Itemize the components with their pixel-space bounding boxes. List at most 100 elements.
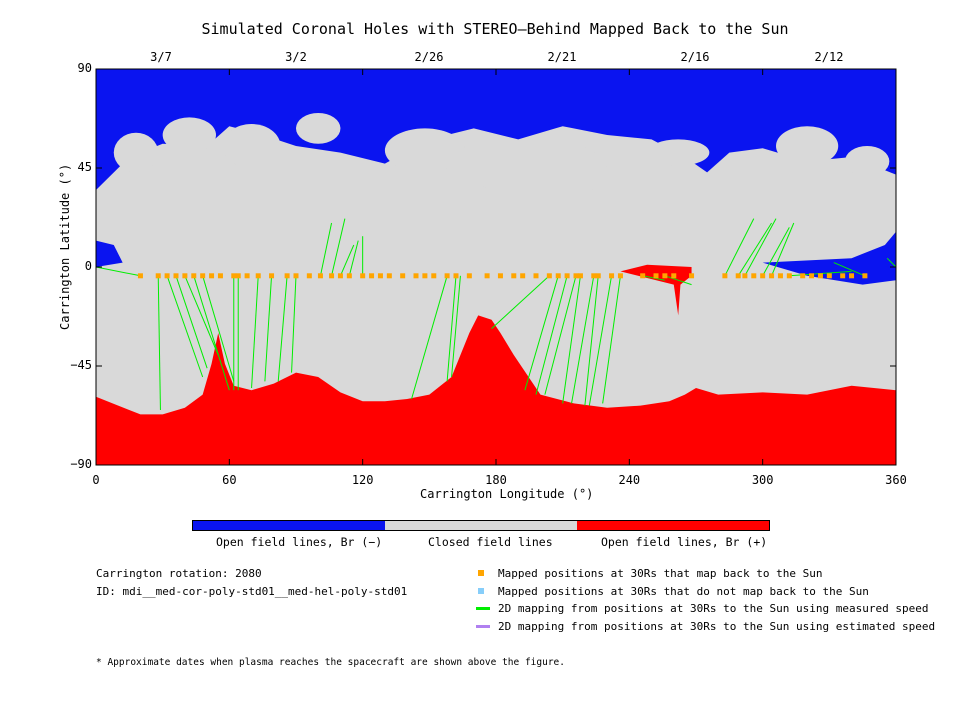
mapping-line-measured xyxy=(602,275,621,404)
mapped-position-point xyxy=(862,273,868,279)
closed-field-patch xyxy=(776,126,839,166)
mapping-line-measured xyxy=(833,262,866,277)
colorbar-label-closed: Closed field lines xyxy=(428,535,553,549)
mapped-position-point xyxy=(422,273,428,279)
mapped-position-point xyxy=(564,273,570,279)
colorbar-positive xyxy=(577,521,769,530)
mapping-line-measured xyxy=(264,275,273,382)
mapping-line-measured xyxy=(184,275,219,356)
legend-label-mapped: Mapped positions at 30Rs that map back t… xyxy=(498,567,823,580)
mapping-line-measured xyxy=(544,275,577,395)
closed-field-patch xyxy=(113,132,159,173)
x-tick-label: 0 xyxy=(92,473,100,487)
y-tick-label: 0 xyxy=(84,259,92,273)
x-tick-label: 240 xyxy=(618,473,641,487)
mapping-line-measured xyxy=(446,275,457,382)
mapped-position-point xyxy=(817,273,823,279)
mapping-line-measured xyxy=(535,275,568,395)
mapped-position-point xyxy=(269,273,275,279)
mapping-line-measured xyxy=(524,275,559,391)
mapped-position-point xyxy=(231,273,237,279)
y-tick-label: −45 xyxy=(70,358,92,372)
carrington-rotation: Carrington rotation: 2080 xyxy=(96,567,262,580)
mapped-position-point xyxy=(840,273,846,279)
mapped-position-point xyxy=(200,273,206,279)
mapped-position-point xyxy=(182,273,188,279)
mapped-position-point xyxy=(284,273,290,279)
y-axis-label: Carrington Latitude (°) xyxy=(58,163,72,330)
mapping-line-measured xyxy=(251,275,259,389)
x-axis-label: Carrington Longitude (°) xyxy=(420,487,594,501)
top-date-label: 2/16 xyxy=(680,50,710,64)
footnote: * Approximate dates when plasma reaches … xyxy=(96,657,565,668)
top-date-label: 2/21 xyxy=(547,50,577,64)
mapping-line-measured xyxy=(193,275,230,391)
colorbar-label-negative: Open field lines, Br (−) xyxy=(216,535,383,549)
mapping-line-measured xyxy=(762,227,790,277)
mapped-position-point xyxy=(809,273,815,279)
mapped-position-point xyxy=(689,273,695,279)
mapped-position-point xyxy=(546,273,552,279)
legend-label-unmapped: Mapped positions at 30Rs that do not map… xyxy=(498,585,869,598)
y-tick-label: 45 xyxy=(77,160,92,174)
mapped-position-point xyxy=(173,273,179,279)
mapped-position-point xyxy=(617,273,623,279)
mapping-line-measured xyxy=(664,275,692,286)
colorbar-label-positive: Open field lines, Br (+) xyxy=(601,535,768,549)
mapped-position-point xyxy=(555,273,561,279)
mapped-position-point xyxy=(444,273,450,279)
mapping-line-measured xyxy=(886,257,897,268)
mapping-line-measured xyxy=(491,275,550,329)
mapping-line-measured xyxy=(744,218,777,277)
negative-open-region-east xyxy=(762,231,896,285)
x-tick-label: 360 xyxy=(885,473,907,487)
closed-field-patch xyxy=(844,146,890,177)
mapped-position-point xyxy=(591,273,597,279)
mapped-position-point xyxy=(800,273,806,279)
mapped-position-point xyxy=(760,273,766,279)
legend-line-measured xyxy=(476,607,490,610)
mapped-position-point xyxy=(155,273,161,279)
legend-swatch-unmapped xyxy=(478,588,484,594)
mapping-line-measured xyxy=(291,275,297,373)
mapping-line-measured xyxy=(202,275,235,382)
mapped-position-point xyxy=(497,273,503,279)
mapped-position-point xyxy=(164,273,170,279)
mapping-line-measured xyxy=(348,240,359,276)
mapped-position-point xyxy=(235,273,241,279)
mapped-position-point xyxy=(413,273,419,279)
mapped-position-point xyxy=(595,273,601,279)
mapped-position-point xyxy=(209,273,215,279)
mapped-position-point xyxy=(466,273,472,279)
mapped-position-point xyxy=(377,273,383,279)
mapped-position-point xyxy=(742,273,748,279)
mapped-position-point xyxy=(640,273,646,279)
mapping-line-measured xyxy=(95,266,141,277)
mapped-position-point xyxy=(511,273,517,279)
mapped-position-point xyxy=(191,273,197,279)
mapped-position-point xyxy=(520,273,526,279)
mapped-position-point xyxy=(751,273,757,279)
mapping-line-measured xyxy=(277,275,288,382)
positive-open-region-south xyxy=(96,315,896,465)
mapped-position-point xyxy=(317,273,323,279)
mapping-line-measured xyxy=(584,275,599,406)
mapped-position-point xyxy=(777,273,783,279)
mapped-position-point xyxy=(369,273,375,279)
mapped-position-point xyxy=(849,273,855,279)
mapped-position-point xyxy=(671,273,677,279)
mapped-position-point xyxy=(453,273,459,279)
mapped-position-point xyxy=(400,273,406,279)
legend-label-measured: 2D mapping from positions at 30Rs to the… xyxy=(498,602,929,615)
x-tick-label: 180 xyxy=(485,473,507,487)
closed-field-patch xyxy=(296,112,341,144)
run-id: ID: mdi__med-cor-poly-std01__med-hel-pol… xyxy=(96,585,408,598)
mapped-position-point xyxy=(293,273,299,279)
top-date-label: 3/2 xyxy=(285,50,307,64)
top-date-label: 2/26 xyxy=(414,50,444,64)
top-date-label: 2/12 xyxy=(814,50,844,64)
mapped-position-point xyxy=(137,273,143,279)
legend-line-estimated xyxy=(476,625,490,628)
colorbar-negative xyxy=(193,521,385,530)
